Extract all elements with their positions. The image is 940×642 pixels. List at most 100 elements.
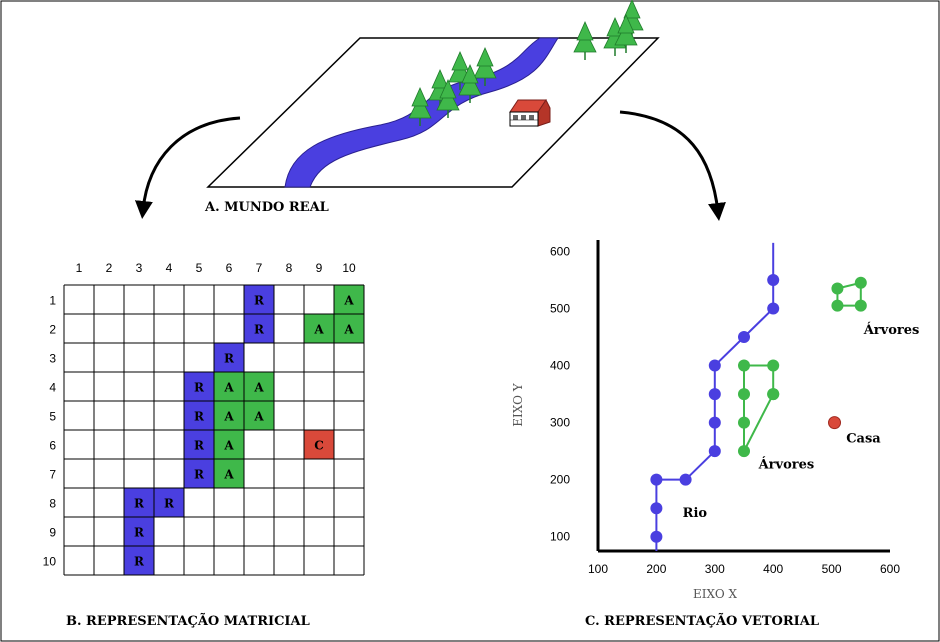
row-label: 7	[49, 468, 56, 482]
raster-cell	[304, 314, 334, 343]
x-tick-label: 500	[822, 562, 842, 576]
caption-vector: C. REPRESENTAÇÃO VETORIAL	[585, 613, 819, 629]
caption-real-world: A. MUNDO REAL	[204, 200, 329, 215]
row-label: 9	[49, 526, 56, 540]
real-world-illustration	[206, 0, 660, 188]
raster-cell-label: R	[134, 497, 145, 511]
raster-cell	[124, 517, 154, 546]
vertex-point	[650, 502, 663, 515]
raster-cell	[124, 488, 154, 517]
raster-cell	[244, 285, 274, 314]
y-axis-title: EIXO Y	[511, 382, 525, 426]
raster-cell-label: R	[194, 381, 205, 395]
raster-cell-label: R	[134, 555, 145, 569]
vertex-point	[708, 359, 721, 372]
tree-icon	[436, 79, 460, 118]
raster-cell	[214, 401, 244, 430]
x-axis-title: EIXO X	[693, 587, 737, 601]
raster-cell	[244, 401, 274, 430]
tree-icon	[408, 87, 432, 126]
vertex-point	[831, 282, 844, 295]
raster-cell	[184, 401, 214, 430]
raster-cell	[124, 546, 154, 575]
feature-label: Árvores	[758, 456, 815, 472]
x-tick-label: 100	[588, 562, 608, 576]
raster-cell-label: R	[194, 439, 205, 453]
arrow-to-raster-icon	[134, 116, 241, 219]
row-label: 6	[49, 439, 56, 453]
raster-cell-label: A	[313, 323, 324, 337]
tree-polygon	[743, 364, 775, 452]
col-label: 4	[166, 261, 173, 275]
raster-cell-label: R	[134, 526, 145, 540]
y-tick-label: 400	[550, 359, 570, 373]
raster-cell-label: A	[343, 323, 354, 337]
tree-icon	[614, 14, 638, 53]
raster-cell-label: R	[194, 410, 205, 424]
raster-cell	[244, 314, 274, 343]
raster-cell	[184, 372, 214, 401]
row-label: 8	[49, 497, 56, 511]
x-tick-label: 200	[646, 562, 666, 576]
raster-cell-label: R	[164, 497, 175, 511]
raster-cell	[334, 314, 364, 343]
raster-cell-label: R	[254, 294, 265, 308]
raster-cell-label: R	[224, 352, 235, 366]
feature-label: Árvores	[863, 322, 920, 338]
house-icon	[509, 99, 551, 127]
tree-icon	[473, 47, 497, 86]
vertex-point	[767, 273, 780, 286]
row-label: 2	[49, 323, 56, 337]
caption-raster: B. REPRESENTAÇÃO MATRICIAL	[66, 613, 310, 629]
raster-cell-label: A	[343, 294, 354, 308]
house-point	[828, 416, 842, 430]
col-label: 5	[196, 261, 203, 275]
raster-grid: R A R A A R R A A R A A R A C R A R R R R 1 2 3 4 5 6 7 8 9 10 1 2 3 4 5 6 7 8…	[43, 261, 365, 576]
tree-cluster-icon	[408, 0, 644, 126]
vertex-point	[738, 416, 750, 429]
vertex-point	[708, 445, 721, 458]
vertex-point	[650, 473, 663, 486]
raster-cell	[214, 343, 244, 372]
raster-cell	[214, 372, 244, 401]
vertex-point	[650, 530, 663, 543]
raster-cell-label: A	[253, 410, 264, 424]
vertex-point	[708, 388, 721, 401]
row-label: 5	[49, 410, 56, 424]
raster-cell	[304, 430, 334, 459]
vertex-point	[831, 299, 844, 312]
tree-icon	[458, 64, 482, 103]
vertex-point	[767, 388, 780, 401]
col-label: 7	[256, 261, 263, 275]
raster-cell	[154, 488, 184, 517]
row-label: 1	[49, 294, 56, 308]
y-tick-label: 200	[550, 473, 570, 487]
raster-cell-label: A	[253, 381, 264, 395]
raster-cell	[184, 459, 214, 488]
river-line	[655, 279, 775, 537]
raster-cell-label: A	[223, 468, 234, 482]
raster-cell-label: A	[223, 439, 234, 453]
y-tick-label: 300	[550, 416, 570, 430]
col-label: 2	[106, 261, 113, 275]
raster-cell	[214, 459, 244, 488]
raster-cell-label: C	[314, 439, 324, 453]
vertex-point	[854, 276, 867, 289]
col-label: 10	[342, 261, 356, 275]
vertex-point	[738, 359, 750, 372]
col-label: 1	[76, 261, 83, 275]
vertex-point	[738, 331, 750, 344]
y-tick-label: 500	[550, 301, 570, 315]
vertex-point	[767, 302, 780, 315]
row-label: 4	[49, 381, 56, 395]
raster-cell-label: A	[223, 381, 234, 395]
tree-icon	[573, 21, 597, 60]
vertex-point	[679, 473, 692, 486]
x-tick-label: 400	[763, 562, 783, 576]
vertex-point	[854, 299, 867, 312]
col-label: 6	[226, 261, 233, 275]
vertex-point	[738, 388, 750, 401]
vertex-point	[738, 445, 750, 458]
